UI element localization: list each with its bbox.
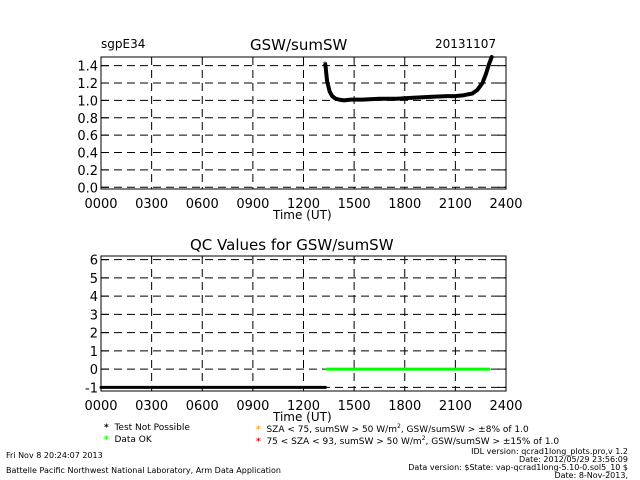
c2-y-tick-label: 3 xyxy=(90,308,98,323)
footer-date: Date: 2012/05/29 23:56:09 xyxy=(519,455,628,464)
legend-sup: 2 xyxy=(396,423,401,430)
chart2-xlabel: Time (UT) xyxy=(273,410,332,424)
legend-warn: * SZA < 75, sumSW > 50 W/m2, GSW/sumSW >… xyxy=(256,424,529,435)
c2-y-tick-label: -1 xyxy=(85,381,98,396)
c2-y-tick-label: 1 xyxy=(90,345,98,360)
c2-x-tick-label: 1500 xyxy=(338,399,371,414)
c2-x-tick-label: 0300 xyxy=(135,399,168,414)
qc-values-chart: 0000 0300 0600 0900 1200 1500 1800 2100 2400 -1 0 1… xyxy=(84,254,522,414)
c1-x-tick-label: 1800 xyxy=(388,197,421,212)
c2-x-tick-label: 1200 xyxy=(287,399,320,414)
legend-not-possible: * Test Not Possible xyxy=(104,424,190,433)
c1-x-tick-label: 1500 xyxy=(338,197,371,212)
c2-y-tick-label: 5 xyxy=(90,272,98,287)
date-label: 20131107 xyxy=(435,37,497,51)
c2-x-tick-label: 0000 xyxy=(84,399,117,414)
legend-sup: 2 xyxy=(421,435,426,442)
c1-x-tick-label: 2100 xyxy=(439,197,472,212)
c2-x-tick-label: 2400 xyxy=(489,399,522,414)
c1-y-tick-label: 1.2 xyxy=(77,77,98,92)
c1-x-tick-label: 0000 xyxy=(84,197,117,212)
c1-x-tick-label: 0600 xyxy=(186,197,219,212)
chart1-title: GSW/sumSW xyxy=(250,36,348,54)
legend-bad: * 75 < SZA < 93, sumSW > 50 W/m2, GSW/su… xyxy=(256,436,559,447)
c1-y-tick-label: 0.8 xyxy=(77,112,98,127)
c2-y-tick-label: 4 xyxy=(90,290,98,305)
footer-idl: IDL version: qcrad1long_plots.pro,v 1.2 xyxy=(471,447,628,456)
legend-data-ok: * Data OK xyxy=(104,436,152,445)
footer-timestamp: Fri Nov 8 20:24:07 2013 xyxy=(6,451,103,460)
legend-star-icon: * xyxy=(256,437,261,447)
c1-x-tick-label: 1200 xyxy=(287,197,320,212)
c1-x-tick-label: 0900 xyxy=(236,197,269,212)
c1-y-tick-label: 0.0 xyxy=(77,181,98,196)
c1-y-tick-label: 0.4 xyxy=(77,147,98,162)
c1-series-line xyxy=(323,55,494,103)
c1-x-tick-label: 0300 xyxy=(135,197,168,212)
gsw-sumsw-chart: 0000 0300 0600 0900 1200 1500 1800 2100 2400 0.0 0… xyxy=(77,55,523,212)
footer-date2: Date: 8-Nov-2013, xyxy=(554,471,628,480)
legend-not-possible-label: Test Not Possible xyxy=(114,423,190,433)
chart2-title: QC Values for GSW/sumSW xyxy=(190,236,394,254)
legend-bad-post: , GSW/sumSW > ±15% of 1.0 xyxy=(425,437,560,447)
c1-y-tick-label: 1.0 xyxy=(77,94,98,109)
c1-y-tick-label: 0.6 xyxy=(77,129,98,144)
legend-star-icon: * xyxy=(104,423,109,433)
footer-org: Battelle Pacific Northwest National Labo… xyxy=(6,466,281,475)
c1-x-tick-label: 2400 xyxy=(489,197,522,212)
chart1-xlabel: Time (UT) xyxy=(273,208,332,222)
legend-data-ok-label: Data OK xyxy=(114,435,152,445)
c2-y-tick-label: 0 xyxy=(90,363,98,378)
c2-x-tick-label: 0600 xyxy=(186,399,219,414)
legend-warn-pre: SZA < 75, sumSW > 50 W/m xyxy=(266,425,397,435)
legend-bad-pre: 75 < SZA < 93, sumSW > 50 W/m xyxy=(266,437,422,447)
c1-start-marker: * xyxy=(322,60,327,71)
c1-y-tick-label: 1.4 xyxy=(77,60,98,75)
legend-star-icon: * xyxy=(104,435,109,445)
c1-y-tick-label: 0.2 xyxy=(77,164,98,179)
legend-warn-post: , GSW/sumSW > ±8% of 1.0 xyxy=(400,425,529,435)
c2-x-tick-label: 2100 xyxy=(439,399,472,414)
c2-x-tick-label: 0900 xyxy=(236,399,269,414)
footer-data-version: Data version: $State: vap-qcrad1long-5.1… xyxy=(408,463,628,472)
site-label: sgpE34 xyxy=(101,37,146,51)
c2-y-tick-label: 6 xyxy=(90,254,98,269)
legend-star-icon: * xyxy=(256,425,261,435)
c2-x-tick-label: 1800 xyxy=(388,399,421,414)
c2-y-tick-label: 2 xyxy=(90,327,98,342)
